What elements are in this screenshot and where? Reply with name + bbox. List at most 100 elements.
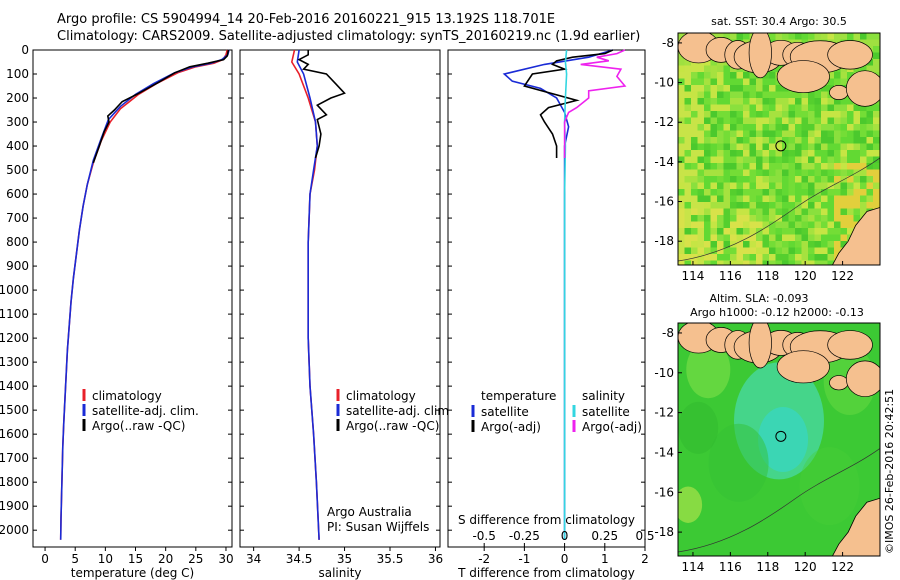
sst-cell [762,111,770,118]
sst-cell [801,150,809,157]
sst-cell [853,156,861,164]
difference-xtick-label: 0 [561,552,569,566]
sst-cell [840,130,848,138]
sst-cell [730,215,737,222]
sst-cell [847,208,854,216]
sst-cell [769,156,776,164]
sst-cell [723,111,731,118]
sst-cell [821,260,828,265]
sst-cell [775,143,783,151]
sst-cell [697,169,705,177]
sst-cell [736,150,744,157]
sst-cell [762,98,770,105]
sst-cell [762,143,770,151]
sst-cell [730,169,737,177]
salinity-legend-label: climatology [346,389,416,403]
sst-cell [762,202,770,209]
sst-cell [691,182,698,190]
sla-map-xtick-label: 116 [719,560,742,574]
depth-tick-label: 200 [6,91,29,105]
sst-cell [736,182,744,190]
sst-cell [717,33,724,40]
sst-cell [678,221,685,229]
depth-tick-label: 1600 [0,427,29,441]
sst-cell [782,247,789,255]
sst-cell [756,202,763,209]
sst-cell [762,169,770,177]
sst-cell [749,98,757,105]
sst-cell [743,182,750,190]
sst-cell [697,65,705,73]
sst-cell [684,85,692,92]
sst-cell [684,247,692,255]
sst-cell [775,215,783,222]
sst-cell [866,143,874,151]
sst-cell [749,228,757,235]
sst-cell [821,156,828,164]
sst-cell [749,72,757,79]
sst-cell [795,182,802,190]
sst-cell [879,143,880,151]
sst-cell [756,221,763,229]
sst-cell [678,169,685,177]
sst-cell [736,234,744,242]
sst-cell [847,33,854,40]
sst-cell [704,143,711,151]
sst-cell [749,91,757,99]
sst-cell [756,117,763,125]
sst-cell [756,137,763,144]
sst-cell [847,98,854,105]
sst-cell [723,104,731,112]
sst-cell [769,202,776,209]
sst-cell [684,124,692,131]
sst-cell [840,124,848,131]
sst-cell [775,169,783,177]
sla-map-ytick-label: -8 [662,326,674,340]
sst-cell [762,182,770,190]
sst-cell [678,124,685,131]
sst-cell [684,156,692,164]
sst-cell [853,208,861,216]
sst-cell [860,143,867,151]
sst-cell [730,143,737,151]
sst-cell [678,163,685,170]
sst-cell [808,130,815,138]
sst-cell [704,124,711,131]
sst-cell [762,176,770,183]
sst-cell [879,111,880,118]
sst-cell [723,91,731,99]
sst-cell [717,260,724,265]
sst-cell [775,117,783,125]
sst-cell [853,202,861,209]
sst-cell [782,91,789,99]
sst-cell [691,156,698,164]
sst-cell [827,130,835,138]
sst-cell [808,111,815,118]
diff-legend-temp-header: temperature [481,389,556,403]
sst-cell [853,189,861,196]
sst-cell [730,137,737,144]
sst-cell [691,202,698,209]
sst-cell [827,189,835,196]
sst-cell [879,33,880,40]
sst-cell [756,104,763,112]
sst-cell [736,208,744,216]
sst-cell [749,234,757,242]
sst-cell [769,130,776,138]
sst-cell [860,176,867,183]
sst-cell [691,247,698,255]
sst-cell [710,163,718,170]
sst-cell [853,169,861,177]
sst-cell [834,195,841,203]
sst-cell [743,150,750,157]
sst-cell [782,111,789,118]
sst-cell [723,156,731,164]
sst-cell [847,111,854,118]
sst-cell [879,46,880,53]
sst-cell [775,247,783,255]
sst-cell [717,98,724,105]
depth-tick-label: 1900 [0,499,29,513]
island [845,70,880,107]
sst-cell [782,130,789,138]
sst-cell [775,91,783,99]
